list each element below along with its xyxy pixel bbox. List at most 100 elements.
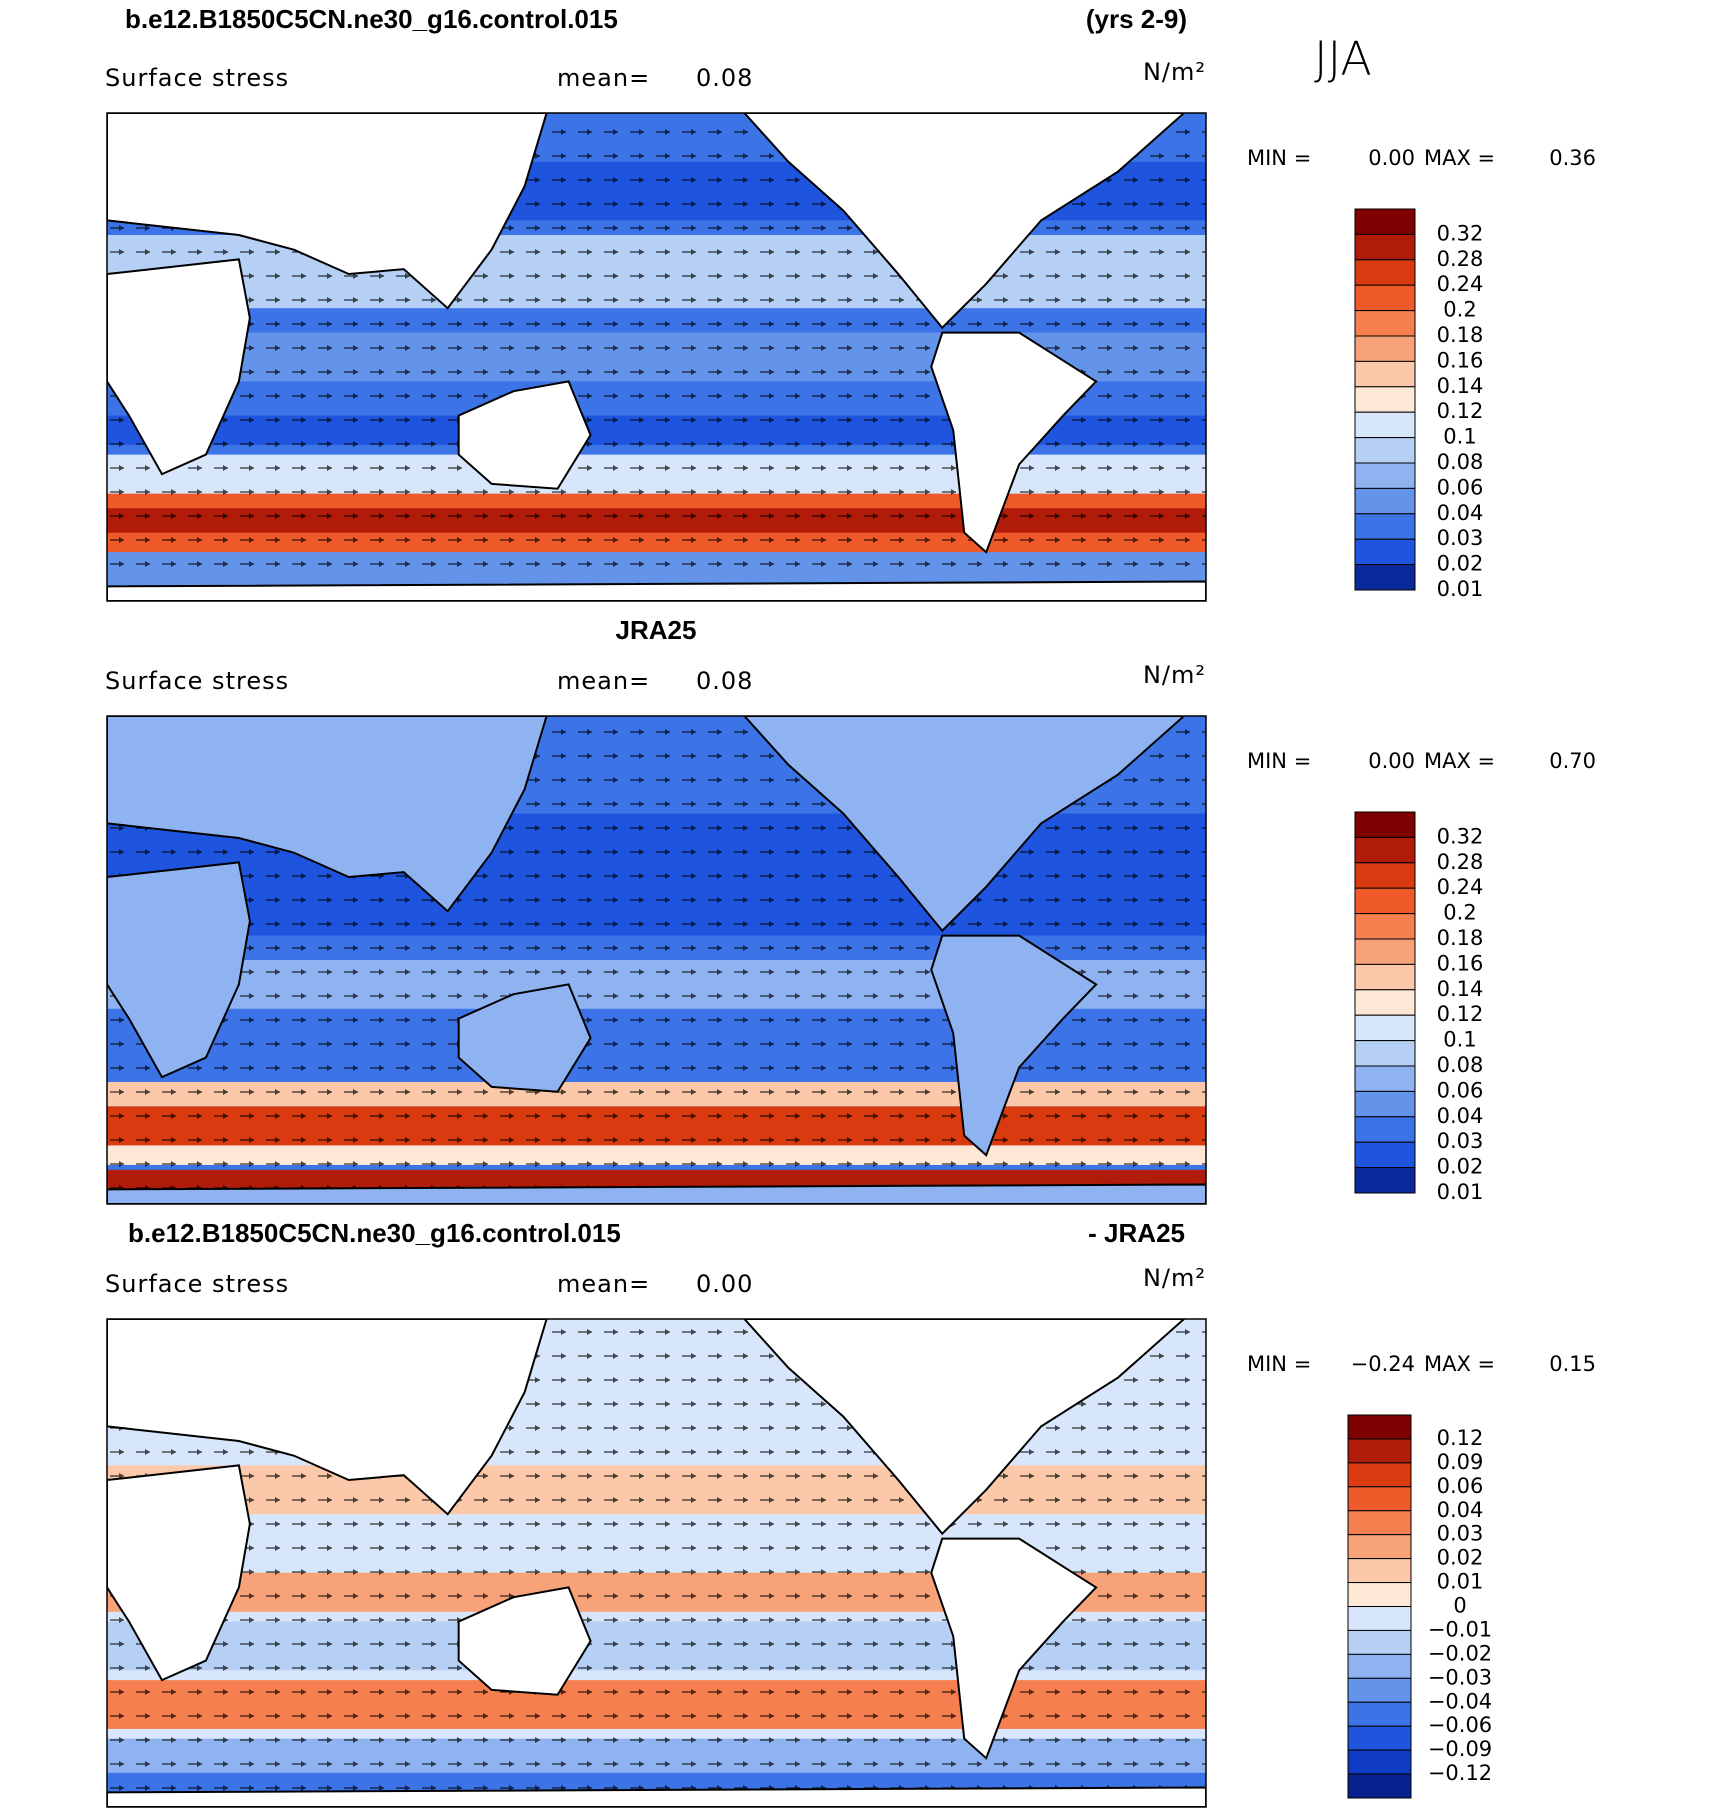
- max: 0.36: [1549, 146, 1596, 170]
- colorbar-label: 0.01: [1437, 577, 1484, 601]
- land: [457, 983, 592, 1093]
- colorbar-label: 0.09: [1437, 1450, 1484, 1474]
- colorbar-box: [1354, 1065, 1416, 1092]
- colorbar-label: 0.04: [1437, 501, 1484, 525]
- colorbar-box: [1354, 437, 1416, 464]
- colorbar-box: [1347, 1606, 1412, 1631]
- colorbar-label: −0.04: [1428, 1689, 1492, 1713]
- colorbar-label: 0.06: [1437, 1474, 1484, 1498]
- colorbar-box: [1347, 1438, 1412, 1464]
- colorbar-label: 0.01: [1437, 1180, 1484, 1204]
- colorbar-label: 0.2: [1443, 298, 1476, 322]
- colorbar-box: [1354, 811, 1416, 838]
- colorbar-box: [1347, 1510, 1412, 1536]
- colorbar-label: 0.18: [1437, 926, 1484, 950]
- colorbar-label: 0.12: [1437, 399, 1484, 423]
- panel-heading: JRA25: [616, 615, 697, 645]
- colorbar-label: 0.32: [1437, 221, 1484, 245]
- units: N/m²: [1143, 58, 1206, 86]
- colorbar-box: [1347, 1701, 1412, 1727]
- land: [107, 1464, 251, 1682]
- colorbar-label: 0.02: [1437, 552, 1484, 576]
- colorbar-box: [1354, 1014, 1416, 1042]
- max-label: MAX =: [1424, 1352, 1495, 1376]
- land: [930, 1537, 1098, 1760]
- colorbar-box: [1354, 487, 1416, 515]
- colorbar-box: [1354, 360, 1416, 388]
- colorbar-label: 0.1: [1443, 425, 1476, 449]
- colorbar-box: [1354, 887, 1416, 915]
- mean-label: mean=: [557, 64, 650, 92]
- map: [106, 715, 1207, 1205]
- map-field: [107, 1319, 1206, 1807]
- colorbar-label: 0.02: [1437, 1155, 1484, 1179]
- colorbar-box: [1354, 1167, 1416, 1194]
- colorbar-box: [1354, 386, 1416, 413]
- mean: 0.08: [696, 64, 753, 92]
- map-frame: [106, 1318, 1207, 1808]
- land: [107, 580, 1206, 601]
- season: JJA: [1314, 32, 1372, 86]
- min-label: MIN =: [1247, 749, 1311, 773]
- colorbar-label: 0.06: [1437, 1078, 1484, 1102]
- colorbar-box: [1354, 1090, 1416, 1118]
- mean-label: mean=: [557, 667, 650, 695]
- variable: Surface stress: [105, 667, 289, 695]
- colorbar-label: 0.12: [1437, 1426, 1484, 1450]
- colorbar-box: [1354, 310, 1416, 337]
- years: (yrs 2-9): [1086, 4, 1187, 34]
- max: 0.15: [1549, 1352, 1596, 1376]
- colorbar-label: 0.04: [1437, 1104, 1484, 1128]
- min: −0.24: [1351, 1352, 1415, 1376]
- colorbar-box: [1354, 462, 1416, 489]
- land: [107, 258, 251, 476]
- colorbar-label: 0.18: [1437, 323, 1484, 347]
- colorbar-label: 0.03: [1437, 1129, 1484, 1153]
- land: [743, 716, 1186, 933]
- colorbar-label: −0.12: [1428, 1761, 1492, 1785]
- colorbar-box: [1347, 1773, 1412, 1799]
- colorbar-box: [1354, 963, 1416, 991]
- land: [107, 1786, 1206, 1807]
- colorbar-box: [1347, 1749, 1412, 1775]
- colorbar-label: 0.24: [1437, 875, 1484, 899]
- max: 0.70: [1549, 749, 1596, 773]
- colorbar-box: [1347, 1462, 1412, 1488]
- map-field: [107, 113, 1206, 601]
- max-label: MAX =: [1424, 146, 1495, 170]
- colorbar-label: 0.16: [1437, 951, 1484, 975]
- colorbar-label: −0.01: [1428, 1617, 1492, 1641]
- colorbar-label: 0.14: [1437, 977, 1484, 1001]
- colorbar-box: [1354, 1040, 1416, 1067]
- colorbar-box: [1354, 989, 1416, 1016]
- colorbar-label: 0: [1453, 1594, 1466, 1618]
- land: [107, 1183, 1206, 1204]
- map-frame: [106, 715, 1207, 1205]
- land: [107, 861, 251, 1079]
- colorbar-label: 0.03: [1437, 526, 1484, 550]
- map: [106, 1318, 1207, 1808]
- land: [743, 1319, 1186, 1536]
- colorbar-label: −0.09: [1428, 1737, 1492, 1761]
- colorbar-box: [1347, 1653, 1412, 1679]
- colorbar-box: [1354, 411, 1416, 439]
- colorbar-box: [1354, 208, 1416, 235]
- colorbar-label: 0.08: [1437, 450, 1484, 474]
- colorbar-box: [1354, 284, 1416, 312]
- colorbar-box: [1354, 233, 1416, 261]
- land: [743, 113, 1186, 330]
- colorbar-box: [1354, 564, 1416, 591]
- colorbar-label: 0.16: [1437, 348, 1484, 372]
- colorbar-label: 0.2: [1443, 901, 1476, 925]
- mean: 0.00: [696, 1270, 753, 1298]
- colorbar-box: [1347, 1558, 1412, 1584]
- colorbar-label: 0.12: [1437, 1002, 1484, 1026]
- land: [930, 934, 1098, 1157]
- colorbar-box: [1347, 1414, 1412, 1440]
- colorbar-label: 0.03: [1437, 1522, 1484, 1546]
- min-label: MIN =: [1247, 146, 1311, 170]
- colorbar-label: −0.03: [1428, 1665, 1492, 1689]
- map-frame: [106, 112, 1207, 602]
